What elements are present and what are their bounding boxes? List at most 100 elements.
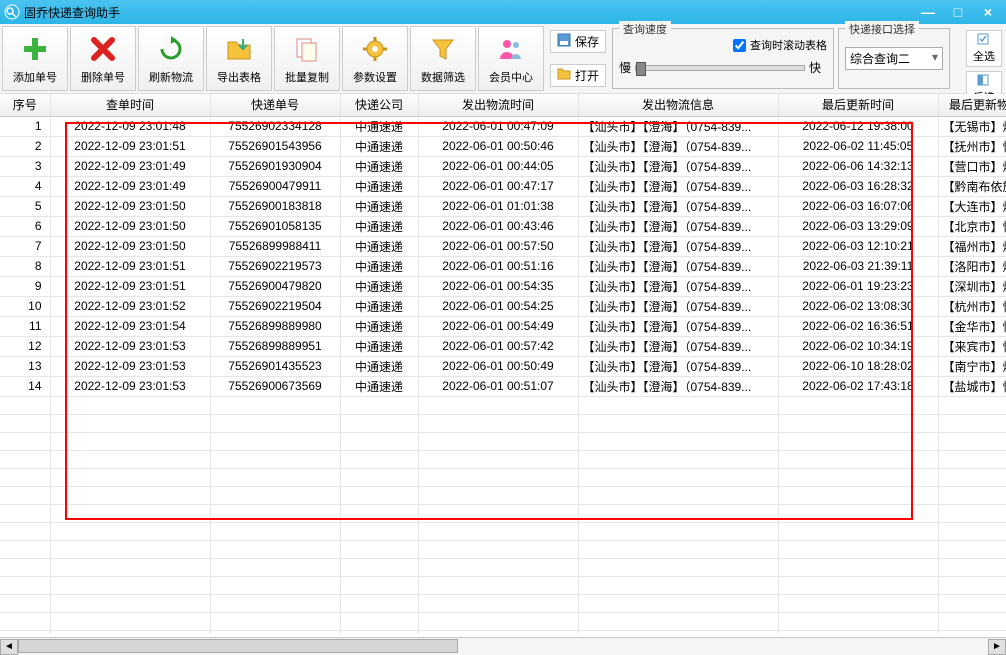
cell: 10: [0, 296, 50, 316]
scroll-right-button[interactable]: ►: [988, 639, 1006, 655]
column-header[interactable]: 最后更新时间: [778, 94, 938, 116]
cell: 2022-06-12 19:38:00: [778, 116, 938, 136]
save-label: 保存: [575, 33, 599, 50]
speed-slider[interactable]: [635, 65, 805, 71]
interface-selected: 综合查询二: [850, 52, 910, 66]
cell: 中通速递: [340, 276, 418, 296]
table-row-empty: [0, 432, 1006, 450]
cell: 75526902219504: [210, 296, 340, 316]
column-header[interactable]: 快递公司: [340, 94, 418, 116]
save-button[interactable]: 保存: [550, 30, 606, 53]
cell: 2022-06-01 00:57:42: [418, 336, 578, 356]
scroll-checkbox-label: 查询时滚动表格: [750, 37, 827, 53]
cell: 【汕头市】【澄海】（0754-839...: [578, 356, 778, 376]
table-row-empty: [0, 612, 1006, 630]
cell: 【汕头市】【澄海】（0754-839...: [578, 296, 778, 316]
copy-icon: [293, 33, 321, 65]
column-header[interactable]: 序号: [0, 94, 50, 116]
scroll-thumb[interactable]: [18, 639, 458, 653]
maximize-button[interactable]: □: [944, 3, 972, 21]
table-row[interactable]: 32022-12-09 23:01:4975526901930904中通速递20…: [0, 156, 1006, 176]
interface-select[interactable]: 综合查询二: [845, 47, 943, 70]
table-row[interactable]: 142022-12-09 23:01:5375526900673569中通速递2…: [0, 376, 1006, 396]
cell: 2022-12-09 23:01:53: [50, 376, 210, 396]
cell: 2022-12-09 23:01:51: [50, 256, 210, 276]
table-row[interactable]: 62022-12-09 23:01:5075526901058135中通速递20…: [0, 216, 1006, 236]
cell: 【黔南布依族: [938, 176, 1006, 196]
delete-button[interactable]: 删除单号: [70, 26, 136, 91]
table-row-empty: [0, 630, 1006, 634]
cell: 2022-06-02 10:34:19: [778, 336, 938, 356]
table-row-empty: [0, 522, 1006, 540]
cell: 中通速递: [340, 236, 418, 256]
refresh-button[interactable]: 刷新物流: [138, 26, 204, 91]
cell: 2022-06-01 00:54:25: [418, 296, 578, 316]
table-row[interactable]: 92022-12-09 23:01:5175526900479820中通速递20…: [0, 276, 1006, 296]
cell: 2022-06-01 00:50:49: [418, 356, 578, 376]
cell: 2022-12-09 23:01:49: [50, 156, 210, 176]
cell: 2022-12-09 23:01:51: [50, 136, 210, 156]
cell: 2022-12-09 23:01:52: [50, 296, 210, 316]
cell: 【汕头市】【澄海】（0754-839...: [578, 316, 778, 336]
column-header[interactable]: 查单时间: [50, 94, 210, 116]
table-row[interactable]: 122022-12-09 23:01:5375526899889951中通速递2…: [0, 336, 1006, 356]
batch-label: 批量复制: [285, 69, 329, 85]
table-row[interactable]: 22022-12-09 23:01:5175526901543956中通速递20…: [0, 136, 1006, 156]
table-row-empty: [0, 504, 1006, 522]
interface-legend: 快递接口选择: [845, 21, 919, 37]
cell: 2022-06-03 12:10:21: [778, 236, 938, 256]
settings-button[interactable]: 参数设置: [342, 26, 408, 91]
table-row[interactable]: 82022-12-09 23:01:5175526902219573中通速递20…: [0, 256, 1006, 276]
table-row-empty: [0, 540, 1006, 558]
cell: 7: [0, 236, 50, 256]
cell: 2022-06-01 00:47:17: [418, 176, 578, 196]
member-button[interactable]: 会员中心: [478, 26, 544, 91]
column-header[interactable]: 发出物流时间: [418, 94, 578, 116]
table-row[interactable]: 42022-12-09 23:01:4975526900479911中通速递20…: [0, 176, 1006, 196]
cell: 【杭州市】怕: [938, 296, 1006, 316]
open-button[interactable]: 打开: [550, 64, 606, 87]
table-row[interactable]: 102022-12-09 23:01:5275526902219504中通速递2…: [0, 296, 1006, 316]
export-button[interactable]: 导出表格: [206, 26, 272, 91]
filter-button[interactable]: 数据筛选: [410, 26, 476, 91]
table-row-empty: [0, 594, 1006, 612]
window-title: 固乔快递查询助手: [24, 4, 914, 21]
export-label: 导出表格: [217, 69, 261, 85]
cell: 2022-12-09 23:01:51: [50, 276, 210, 296]
table-row[interactable]: 52022-12-09 23:01:5075526900183818中通速递20…: [0, 196, 1006, 216]
select-all-button[interactable]: 全选: [966, 30, 1002, 67]
interface-group: 快递接口选择 综合查询二: [838, 28, 950, 89]
table-row[interactable]: 132022-12-09 23:01:5375526901435523中通速递2…: [0, 356, 1006, 376]
table-row[interactable]: 72022-12-09 23:01:5075526899988411中通速递20…: [0, 236, 1006, 256]
cell: 【深圳市】烂: [938, 276, 1006, 296]
batch-copy-button[interactable]: 批量复制: [274, 26, 340, 91]
column-header[interactable]: 快递单号: [210, 94, 340, 116]
cell: 【汕头市】【澄海】（0754-839...: [578, 256, 778, 276]
scroll-left-button[interactable]: ◄: [0, 639, 18, 655]
cell: 6: [0, 216, 50, 236]
scroll-checkbox[interactable]: [733, 39, 746, 52]
table-row[interactable]: 12022-12-09 23:01:4875526902334128中通速递20…: [0, 116, 1006, 136]
filter-icon: [429, 33, 457, 65]
minimize-button[interactable]: —: [914, 3, 942, 21]
app-icon: [4, 4, 20, 20]
scroll-track[interactable]: [18, 639, 988, 655]
select-all-icon: [977, 33, 991, 48]
add-button[interactable]: 添加单号: [2, 26, 68, 91]
close-button[interactable]: ×: [974, 3, 1002, 21]
cell: 75526902219573: [210, 256, 340, 276]
cell: 【福州市】烂: [938, 236, 1006, 256]
users-icon: [497, 33, 525, 65]
horizontal-scrollbar[interactable]: ◄ ►: [0, 637, 1006, 655]
column-header[interactable]: 最后更新物: [938, 94, 1006, 116]
table-row-empty: [0, 486, 1006, 504]
speed-legend: 查询速度: [619, 21, 671, 37]
cell: 【汕头市】【澄海】（0754-839...: [578, 116, 778, 136]
column-header[interactable]: 发出物流信息: [578, 94, 778, 116]
cell: 中通速递: [340, 336, 418, 356]
cell: 75526899988411: [210, 236, 340, 256]
cell: 13: [0, 356, 50, 376]
table-row[interactable]: 112022-12-09 23:01:5475526899889980中通速递2…: [0, 316, 1006, 336]
cell: 中通速递: [340, 196, 418, 216]
cell: 中通速递: [340, 376, 418, 396]
